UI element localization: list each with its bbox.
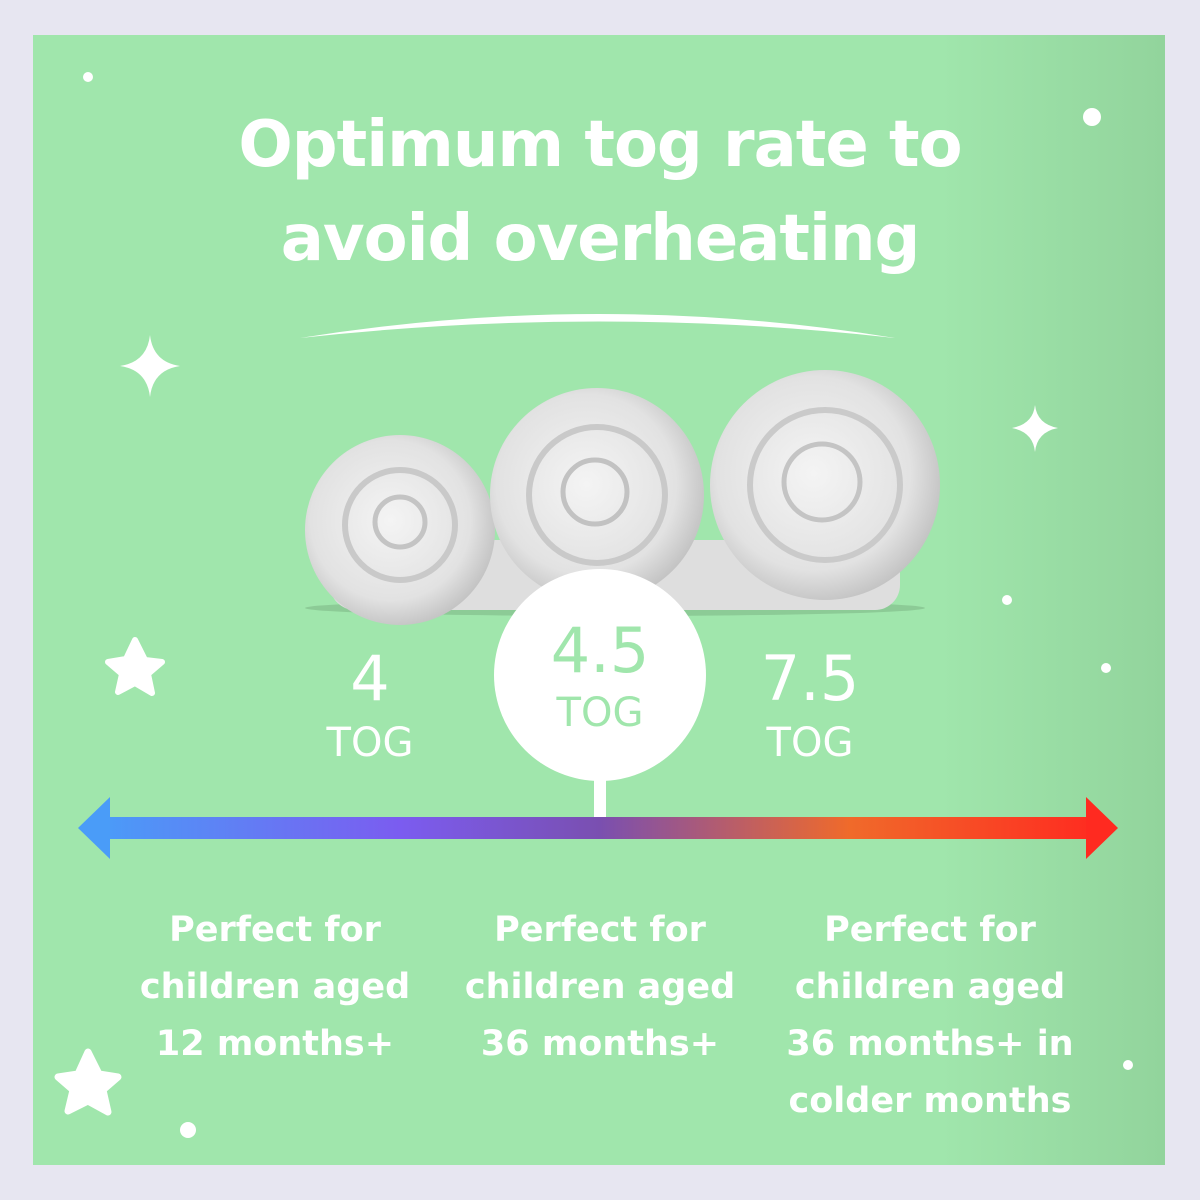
description-line: Perfect for <box>169 910 381 950</box>
sparkle-icon <box>1012 405 1058 452</box>
temperature-scale-arrow <box>78 797 1118 859</box>
title-underline <box>300 314 895 338</box>
description-line: 36 months+ <box>480 1024 720 1064</box>
tog-unit: TOG <box>326 720 414 766</box>
dot <box>1002 595 1012 605</box>
description-line: children aged <box>794 967 1066 1007</box>
dot <box>180 1122 196 1138</box>
tog-value: 4 <box>350 642 390 715</box>
dot <box>1101 663 1111 673</box>
tog-7-5-description: Perfect for children aged 36 months+ in … <box>770 902 1090 1130</box>
dot <box>83 72 93 82</box>
star-icon <box>105 637 165 696</box>
duvet-rolls-image <box>305 370 940 625</box>
description-line: children aged <box>464 967 736 1007</box>
description-line: children aged <box>139 967 411 1007</box>
title-line-1: Optimum tog rate to <box>238 108 962 182</box>
tog-value: 7.5 <box>760 642 860 715</box>
tog-unit: TOG <box>766 720 854 766</box>
tog-4-5-description: Perfect for children aged 36 months+ <box>440 902 760 1073</box>
description-line: Perfect for <box>824 910 1036 950</box>
description-line: Perfect for <box>494 910 706 950</box>
title-line-2: avoid overheating <box>280 202 921 276</box>
highlight-circle <box>494 569 706 781</box>
dot <box>1083 108 1101 126</box>
tog-value: 4.5 <box>550 614 650 687</box>
description-line: 36 months+ in <box>786 1024 1074 1064</box>
tog-4-description: Perfect for children aged 12 months+ <box>115 902 435 1073</box>
tog-7-5-label: 7.5 TOG <box>710 642 910 767</box>
description-line: colder months <box>788 1081 1072 1121</box>
dot <box>1123 1060 1133 1070</box>
sparkle-icon <box>120 335 180 397</box>
tog-unit: TOG <box>556 690 644 736</box>
star-icon <box>54 1048 122 1116</box>
description-line: 12 months+ <box>155 1024 395 1064</box>
tog-4-5-label: 4.5 TOG <box>500 614 700 737</box>
tog-4-label: 4 TOG <box>270 642 470 767</box>
